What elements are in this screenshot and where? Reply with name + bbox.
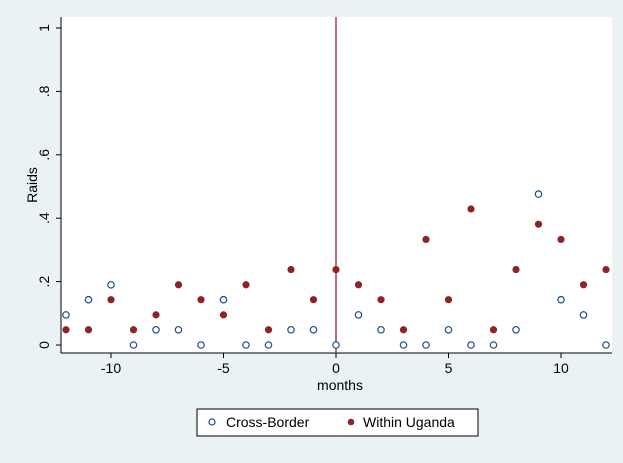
point-within-uganda [174,281,183,289]
point-cross-border [84,295,93,304]
point-within-uganda [422,235,430,244]
point-within-uganda [534,220,543,228]
point-within-uganda [107,296,115,304]
point-cross-border [309,325,318,334]
point-within-uganda [489,326,498,334]
point-within-uganda [62,326,70,334]
point-within-uganda [84,326,93,334]
point-within-uganda [264,326,273,334]
legend-label-within-uganda: Within Uganda [363,414,455,430]
point-within-uganda [512,265,520,274]
point-within-uganda [129,326,138,334]
point-cross-border [444,325,453,334]
point-within-uganda [197,296,205,304]
point-within-uganda [287,265,295,274]
point-cross-border [467,341,475,349]
point-cross-border [264,341,273,349]
point-cross-border [107,280,115,289]
y-tick-label: 0 [36,341,52,349]
point-within-uganda [467,205,475,213]
point-cross-border [579,311,588,319]
point-within-uganda [557,235,565,244]
y-tick-label: .4 [36,212,52,224]
y-tick-label: .6 [36,149,52,161]
point-within-uganda [332,265,340,274]
point-cross-border [197,341,205,349]
point-cross-border [399,341,408,349]
data-points [62,190,610,349]
point-cross-border [129,341,138,349]
point-cross-border [332,341,340,349]
point-within-uganda [354,281,363,289]
point-cross-border [377,325,385,334]
point-within-uganda [444,296,453,304]
point-within-uganda [579,281,588,289]
point-within-uganda [219,311,228,319]
y-tick-label: .8 [36,85,52,97]
legend-box [196,408,479,437]
x-tick-label: 0 [332,360,340,376]
x-ticks: -10 -5 0 5 10 [101,353,569,376]
x-tick-label: 5 [445,360,453,376]
point-cross-border [174,325,183,334]
point-cross-border [534,190,543,198]
point-cross-border [489,341,498,349]
point-within-uganda [602,265,610,274]
point-within-uganda [309,296,318,304]
point-cross-border [422,341,430,349]
legend: Cross-Border Within Uganda [196,408,479,437]
legend-marker-within-uganda [347,418,355,426]
point-cross-border [557,295,565,304]
x-tick-label: -10 [101,360,121,376]
point-cross-border [354,311,363,319]
y-ticks: 0 .2 .4 .6 .8 1 [36,24,61,349]
legend-marker-cross-border [208,418,216,426]
x-tick-label: -5 [217,360,230,376]
point-within-uganda [399,326,408,334]
point-cross-border [242,341,250,349]
point-cross-border [602,341,610,349]
legend-label-cross-border: Cross-Border [226,414,310,430]
point-cross-border [512,325,520,334]
y-tick-label: 1 [36,24,52,32]
point-cross-border [152,325,160,334]
point-cross-border [287,325,295,334]
point-within-uganda [377,296,385,304]
point-cross-border [219,295,228,304]
x-tick-label: 10 [553,360,569,376]
point-cross-border [62,311,70,319]
point-within-uganda [242,281,250,289]
x-axis-title: months [317,377,363,393]
y-axis-title: Raids [24,167,40,203]
y-tick-label: .2 [36,276,52,288]
point-within-uganda [152,311,160,319]
